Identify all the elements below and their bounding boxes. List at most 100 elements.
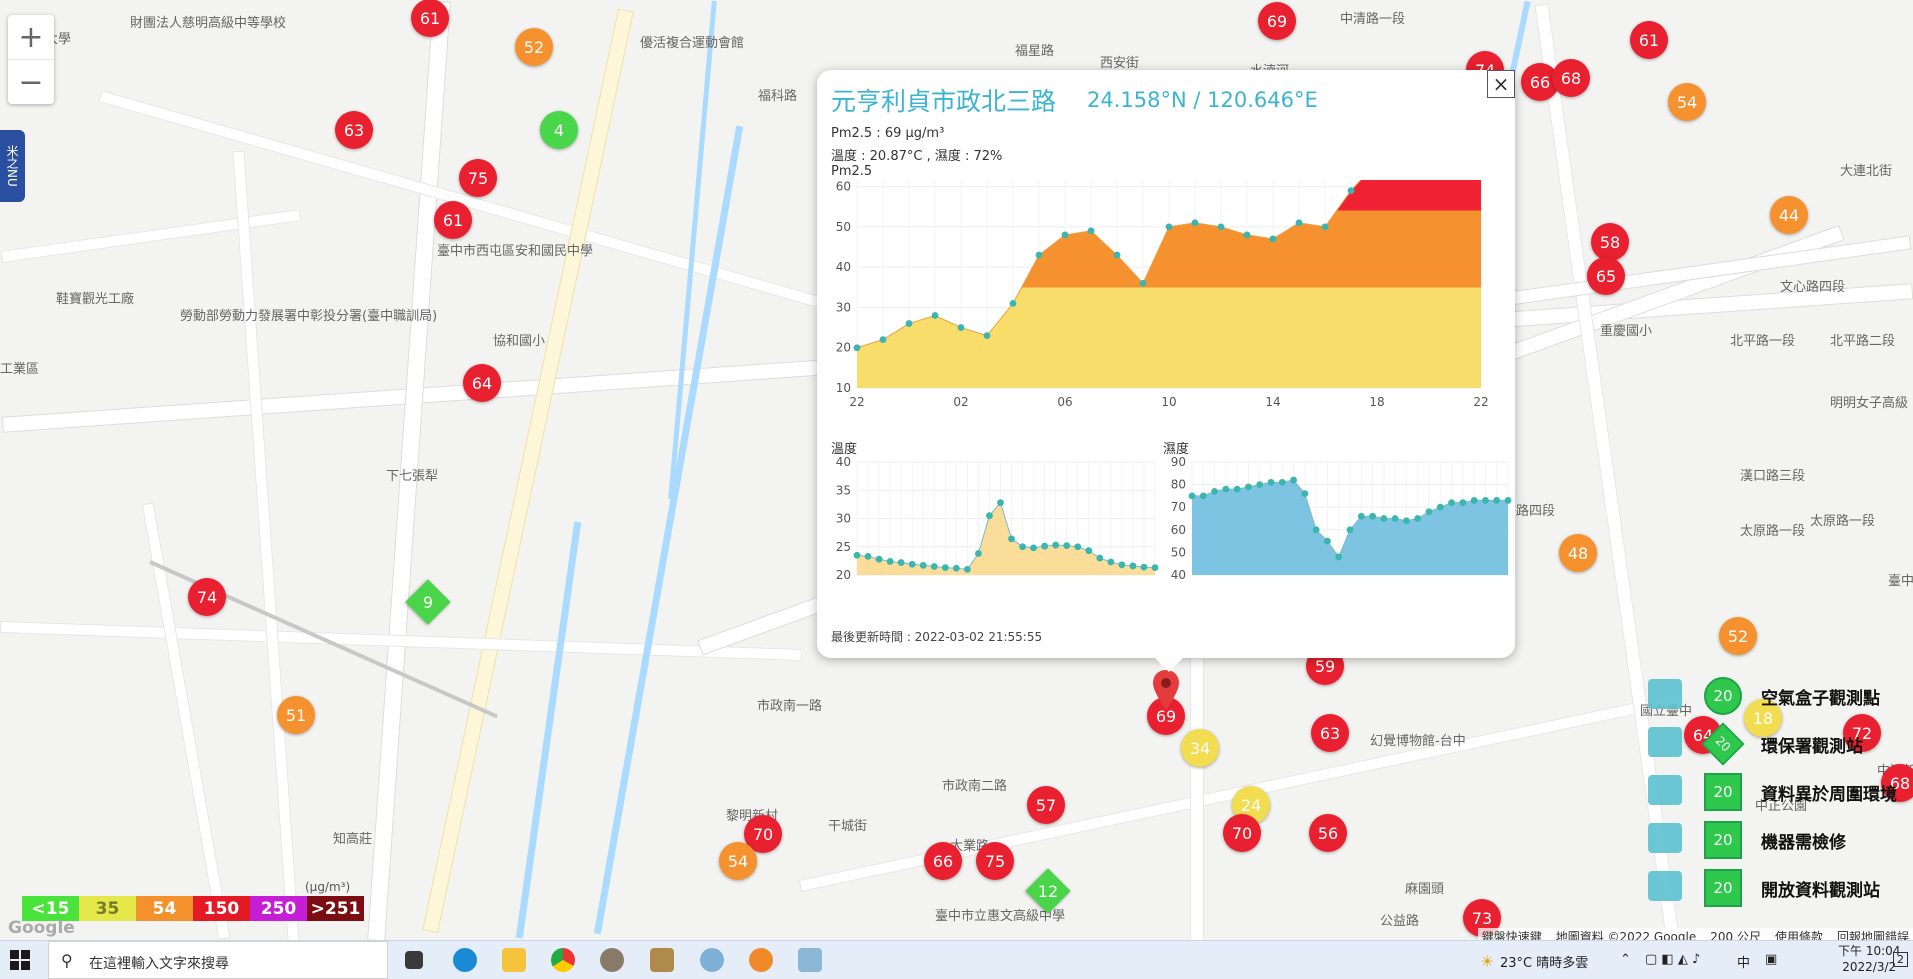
airbox-marker[interactable]: 51	[277, 696, 315, 734]
airbox-marker[interactable]: 54	[719, 842, 757, 880]
airbox-marker[interactable]: 75	[976, 842, 1014, 880]
airbox-marker[interactable]: 44	[1770, 196, 1808, 234]
airbox-marker[interactable]: 66	[924, 842, 962, 880]
airbox-marker[interactable]: 72	[1843, 714, 1881, 752]
data-point	[864, 552, 872, 560]
taskbar-search[interactable]: ⚲ 在這裡輸入文字來搜尋	[48, 941, 388, 979]
close-icon[interactable]: ×	[1487, 70, 1515, 98]
airbox-marker[interactable]: 58	[1591, 223, 1629, 261]
data-point	[1191, 219, 1199, 227]
airbox-marker[interactable]: 52	[1719, 617, 1757, 655]
legend-row[interactable]: 20 機器需檢修	[1648, 819, 1913, 859]
airbox-marker[interactable]: 61	[411, 0, 449, 37]
airbox-marker[interactable]: 63	[335, 111, 373, 149]
app-icon[interactable]	[600, 948, 624, 972]
legend-label: 資料異於周圍環境	[1761, 785, 1897, 805]
data-point	[1199, 492, 1207, 500]
airbox-marker[interactable]: 18	[1744, 699, 1782, 737]
blender-icon[interactable]	[749, 948, 773, 972]
keyboard-icon[interactable]: ▣	[1765, 952, 1778, 967]
file-explorer-icon[interactable]	[502, 948, 526, 972]
task-view-icon[interactable]	[405, 951, 423, 969]
place-label: 福星路	[1015, 44, 1055, 59]
data-point	[1074, 543, 1082, 551]
ime-indicator[interactable]: 中	[1737, 956, 1751, 971]
airbox-marker[interactable]: 34	[1181, 729, 1219, 767]
scale-swatch: 250	[250, 896, 307, 921]
zoom-out-button[interactable]: −	[18, 64, 44, 100]
place-label: 中清路一段	[1340, 12, 1406, 27]
data-point	[1369, 512, 1376, 520]
airbox-marker[interactable]: 75	[459, 159, 497, 197]
airbox-marker[interactable]: 68	[1552, 59, 1590, 97]
place-label: 市政南二路	[942, 779, 1008, 794]
data-point	[1493, 497, 1501, 504]
data-point	[919, 561, 927, 569]
terms-link[interactable]: 使用條款	[1774, 930, 1823, 940]
scale-swatch: >251	[307, 896, 364, 921]
airbox-marker[interactable]: 70	[1223, 814, 1261, 852]
app-icon[interactable]	[650, 948, 674, 972]
windows-start-icon[interactable]	[10, 950, 30, 970]
data-point	[897, 559, 905, 566]
epa-station-marker[interactable]: 12	[1025, 868, 1071, 914]
data-point	[1245, 483, 1252, 491]
search-input[interactable]: 在這裡輸入文字來搜尋	[89, 956, 229, 972]
x-tick-label: 14	[1265, 395, 1280, 409]
airbox-marker[interactable]: 61	[434, 201, 472, 239]
data-point	[1380, 515, 1388, 522]
y-tick-label: 40	[836, 455, 851, 469]
map-canvas[interactable]: 大學財團法人慈明高級中等學校優活複合運動會館福科路福星路西安街水湳河臺中市西屯區…	[0, 0, 1913, 940]
chevron-up-icon[interactable]: ⌃	[1620, 952, 1631, 967]
airbox-marker[interactable]: 57	[1027, 786, 1065, 824]
scale-bar[interactable]: 200 公尺	[1710, 930, 1761, 940]
weather-icon: ☀	[1480, 952, 1495, 971]
data-point	[1346, 526, 1354, 534]
airbox-marker[interactable]: 68	[1881, 764, 1913, 802]
airbox-marker[interactable]: 61	[1630, 21, 1668, 59]
data-point	[1222, 485, 1230, 493]
zoom-in-button[interactable]: +	[8, 15, 54, 60]
app-icon[interactable]	[798, 948, 822, 972]
data-point	[1217, 223, 1225, 231]
airbox-marker[interactable]: 56	[1309, 814, 1347, 852]
legend-row[interactable]: 20 環保署觀測站	[1648, 722, 1913, 766]
report-error-link[interactable]: 回報地圖錯誤	[1836, 930, 1909, 940]
data-point	[957, 324, 965, 331]
y-tick-label: 90	[1171, 455, 1186, 469]
airbox-marker[interactable]: 54	[1668, 83, 1706, 121]
airbox-marker[interactable]: 69	[1258, 2, 1296, 40]
data-point	[1256, 481, 1264, 488]
tray-icons[interactable]: ▢ ◧ ◭ ♪	[1645, 952, 1701, 967]
clock[interactable]: 下午 10:04 2022/3/2	[1838, 943, 1900, 975]
side-tab[interactable]: 米之NU	[0, 130, 25, 202]
airbox-marker[interactable]: 48	[1559, 534, 1597, 572]
location-pin-icon[interactable]	[1151, 670, 1181, 710]
epa-station-marker[interactable]: 9	[405, 579, 451, 625]
airbox-house-icon	[1648, 679, 1682, 709]
area-fill	[857, 502, 1155, 575]
airbox-marker[interactable]: 52	[515, 28, 553, 66]
data-point	[1324, 537, 1331, 545]
x-tick-label: 22	[849, 395, 864, 409]
temperature-chart: 20 25 30 35 40	[836, 455, 1159, 582]
keyboard-shortcuts-link[interactable]: 鍵盤快速鍵	[1481, 930, 1542, 940]
airbox-marker[interactable]: 4	[540, 111, 578, 149]
edge-icon[interactable]	[453, 948, 477, 972]
pm25-chart-label: Pm2.5	[831, 164, 873, 179]
legend-row[interactable]: 20 開放資料觀測站	[1648, 867, 1913, 907]
airbox-marker[interactable]: 64	[463, 364, 501, 402]
legend-row[interactable]: 20 空氣盒子觀測點	[1648, 675, 1913, 715]
legend-row[interactable]: 20 資料異於周圍環境	[1648, 771, 1913, 811]
data-point	[1391, 515, 1399, 522]
airbox-marker[interactable]: 63	[1311, 714, 1349, 752]
airbox-marker[interactable]: 74	[188, 578, 226, 616]
chrome-icon[interactable]	[551, 948, 575, 972]
notifications-icon[interactable]: 2	[1893, 952, 1908, 967]
legend-label: 空氣盒子觀測點	[1761, 689, 1880, 709]
snipping-tool-icon[interactable]	[700, 948, 724, 972]
weather-text[interactable]: 23°C 晴時多雲	[1500, 956, 1589, 971]
airbox-marker[interactable]: 65	[1587, 257, 1625, 295]
data-point	[1009, 300, 1017, 307]
river	[668, 0, 717, 500]
